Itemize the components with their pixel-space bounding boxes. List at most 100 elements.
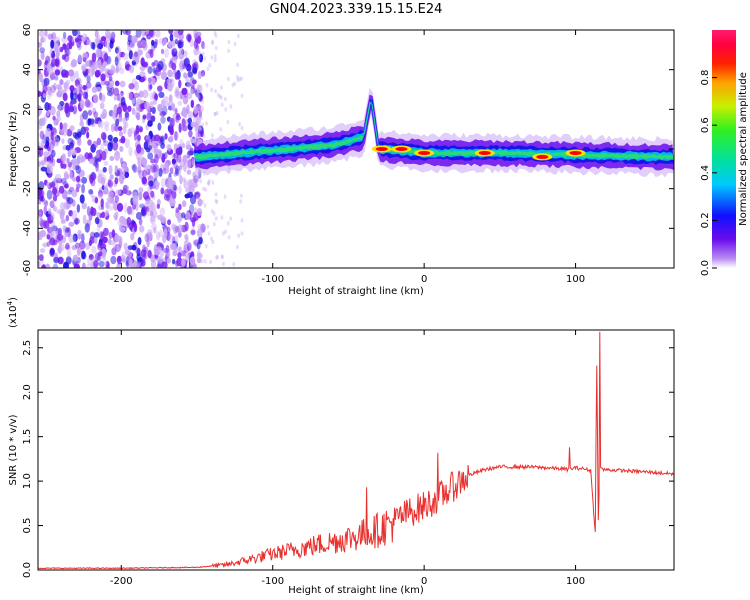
noise-speck [140,156,146,164]
noise-speck [162,167,168,175]
noise-speck-faint [204,187,208,192]
x-tick-label: 100 [566,274,585,285]
noise-speck [190,99,195,109]
noise-speck [157,103,163,112]
noise-speck-faint [214,33,218,38]
noise-speck [133,92,140,99]
noise-speck [87,139,92,146]
noise-speck [130,127,135,134]
y-tick-label: -40 [22,220,33,236]
noise-speck [176,153,182,163]
noise-speck [72,30,78,37]
noise-speck [93,111,99,119]
noise-speck [86,39,92,46]
noise-speck [138,191,143,201]
noise-speck [197,223,203,231]
noise-speck [179,47,184,55]
noise-speck [175,147,182,156]
noise-speck [154,180,158,186]
noise-speck [112,136,119,143]
x-tick-label: -200 [110,274,133,285]
noise-speck [88,158,94,165]
noise-speck [38,260,41,268]
noise-speck [139,127,143,133]
noise-speck [67,197,74,205]
noise-speck [140,57,145,67]
noise-speck [68,40,73,50]
noise-speck [163,188,171,199]
spectrogram-x-label: Height of straight line (km) [288,286,424,297]
noise-speck [41,264,46,268]
noise-speck-faint [240,231,244,236]
noise-speck [47,33,54,40]
noise-speck [118,175,123,183]
noise-speck [38,197,42,205]
noise-speck [114,125,119,132]
y-tick-label: 0.5 [22,518,33,534]
noise-speck [45,263,51,268]
noise-speck [103,121,110,127]
noise-speck [115,68,119,74]
noise-speck [72,157,78,165]
noise-speck [61,138,65,144]
noise-speck [102,108,108,119]
noise-speck [124,171,130,179]
noise-speck-faint [203,203,207,208]
noise-speck-faint [206,180,210,185]
noise-speck [72,235,77,243]
noise-speck [148,30,154,38]
noise-speck [91,156,98,167]
noise-speck [109,138,114,149]
noise-speck [85,81,92,89]
noise-speck [144,101,151,110]
noise-speck [81,250,86,260]
noise-speck [50,39,55,49]
noise-speck [76,128,82,139]
noise-speck [102,253,106,261]
noise-speck [43,77,50,87]
noise-speck [152,67,157,74]
x-tick-label: 0 [421,576,427,587]
noise-speck [177,30,184,36]
y-tick-label: 0 [22,146,33,152]
noise-speck [102,227,109,237]
noise-speck-faint [211,39,214,45]
noise-speck [196,207,203,217]
noise-speck [97,251,103,257]
noise-speck [62,43,67,50]
noise-speck [155,69,162,77]
noise-speck [175,91,182,99]
noise-speck [197,250,201,257]
noise-speck [182,154,188,164]
noise-speck [71,210,78,221]
noise-speck-faint [201,223,205,229]
x-tick-label: 0 [421,274,427,285]
noise-speck [127,105,132,112]
noise-speck [147,249,152,259]
noise-speck-faint [226,76,230,82]
noise-speck [60,218,66,224]
band-peak [395,147,408,151]
noise-speck [60,177,67,185]
noise-speck [46,241,51,247]
noise-speck [40,166,47,172]
noise-speck [122,116,128,126]
noise-speck [181,200,187,208]
noise-speck [181,125,188,132]
noise-speck [97,242,103,249]
noise-speck [56,158,62,164]
noise-speck [190,229,196,236]
snr-plot-area [38,330,674,570]
noise-speck [104,39,110,49]
x-tick-label: 100 [566,576,585,587]
noise-speck [149,101,154,109]
noise-speck-faint [206,224,210,229]
noise-speck [135,30,142,38]
noise-speck [163,247,170,254]
noise-speck [82,57,87,63]
noise-speck [147,81,153,92]
noise-speck [39,47,45,54]
noise-speck [169,33,174,42]
noise-speck [93,232,100,238]
noise-speck [42,36,47,43]
